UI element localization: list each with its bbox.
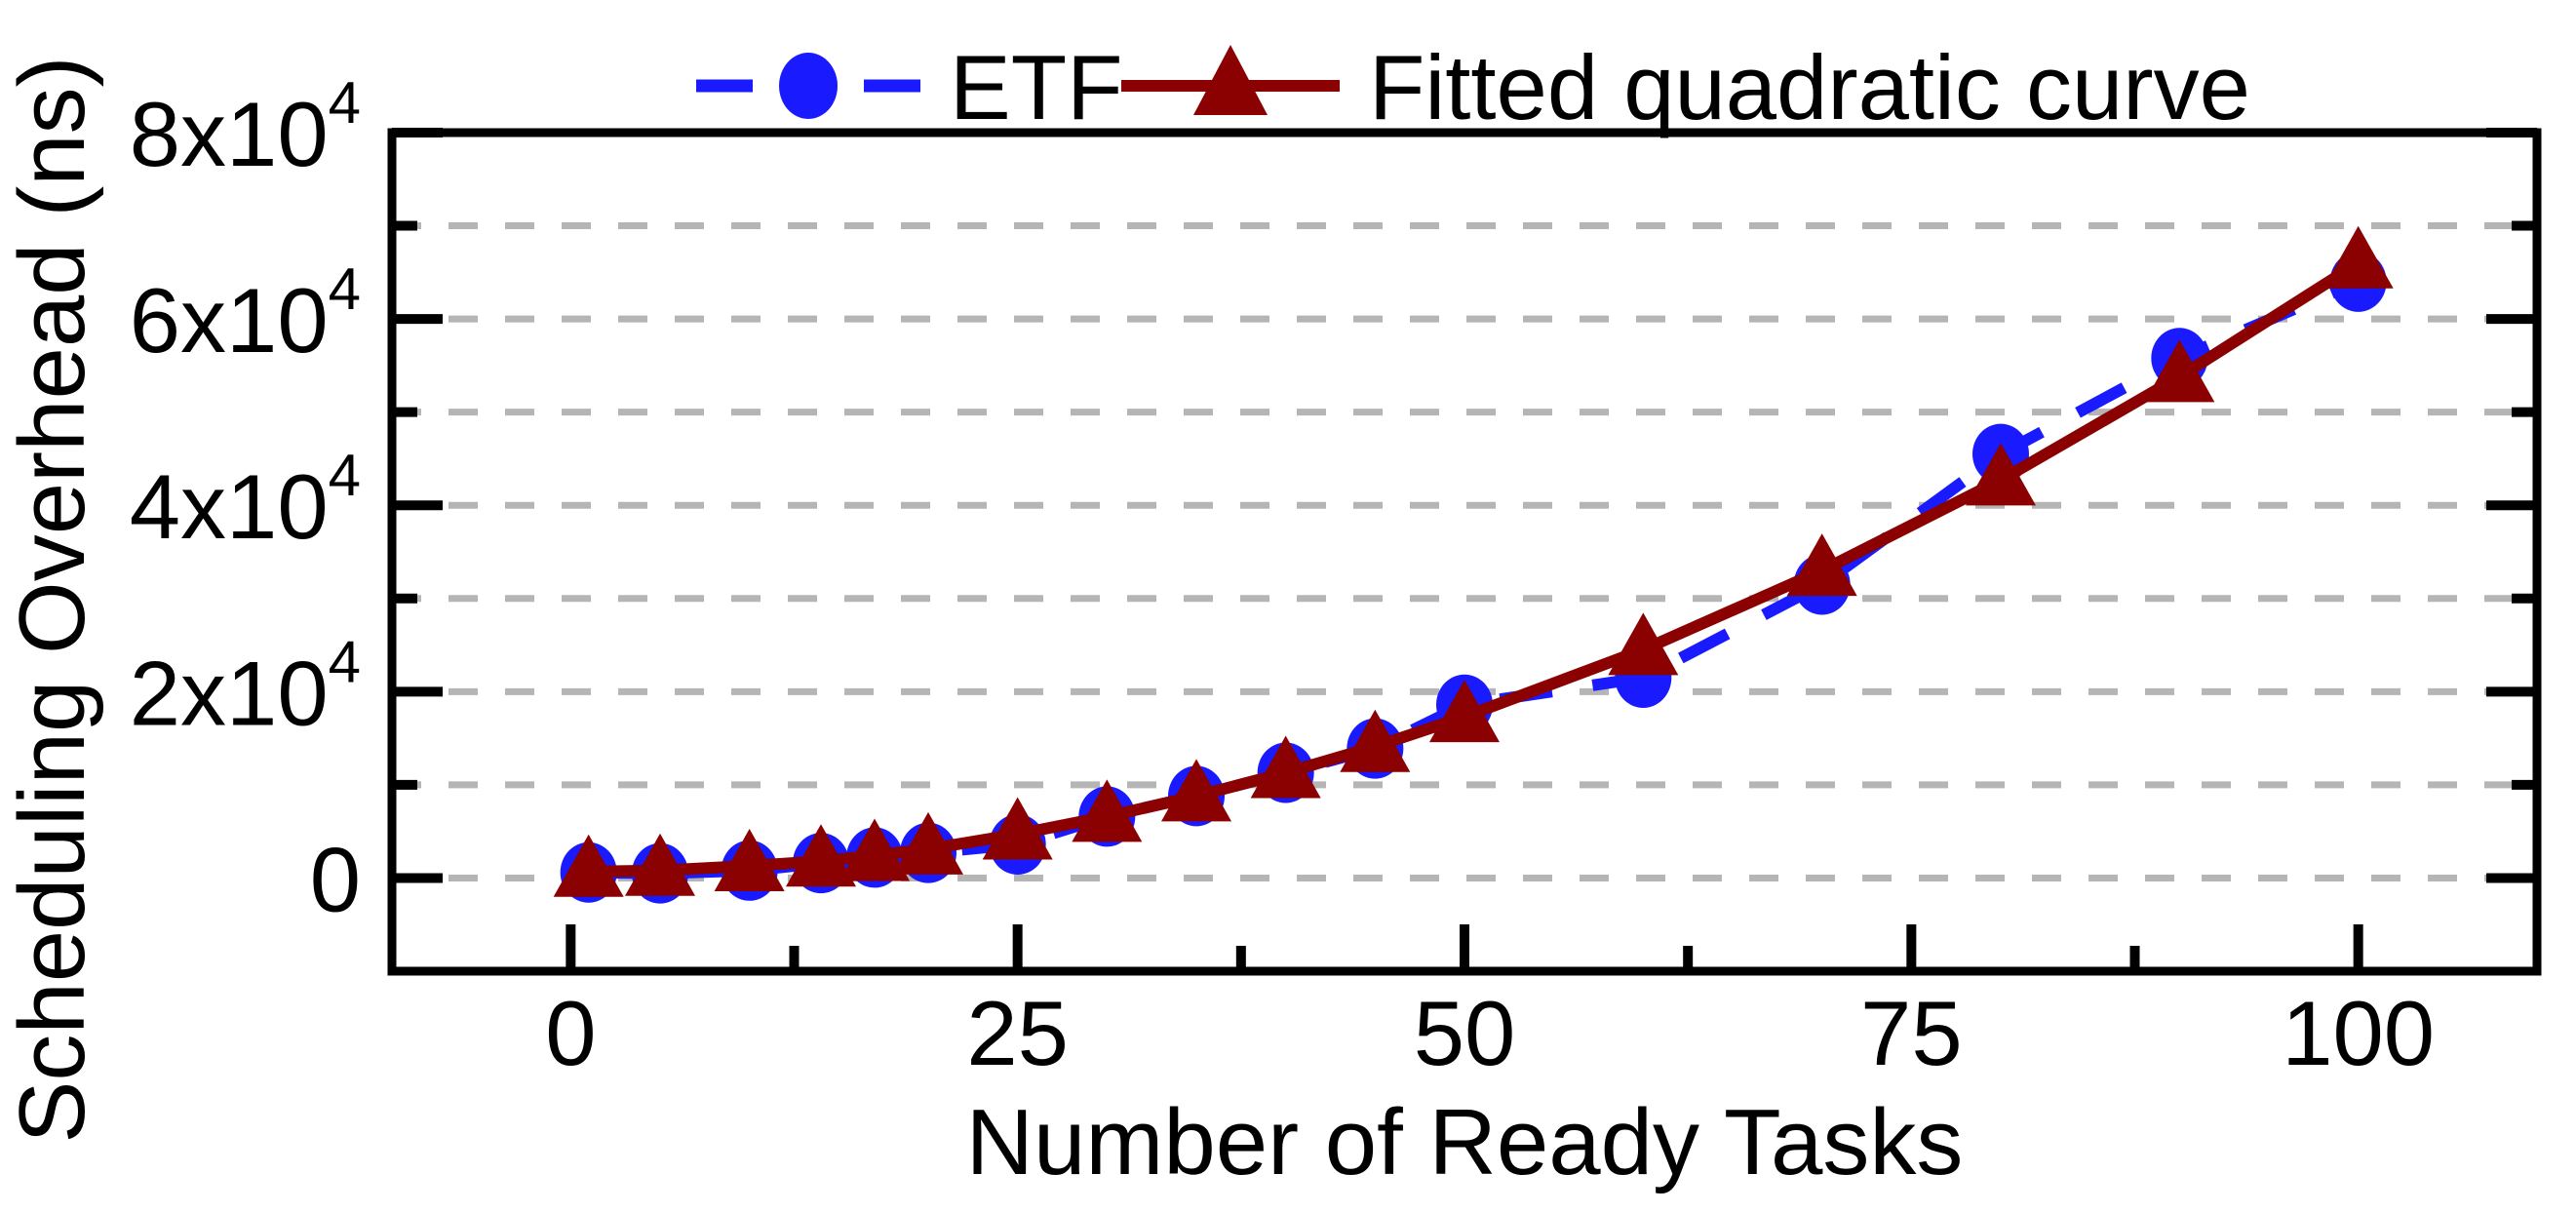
fitted-marker-triangle bbox=[1250, 735, 1321, 799]
x-tick-label: 0 bbox=[545, 982, 596, 1084]
fitted-marker-triangle bbox=[786, 824, 856, 887]
legend-label-fitted: Fitted quadratic curve bbox=[1369, 36, 2250, 138]
fitted-marker-triangle bbox=[982, 797, 1053, 860]
legend: ETF Fitted quadratic curve bbox=[696, 36, 2250, 138]
etf-legend-circle-icon bbox=[779, 53, 838, 119]
y-tick-label: 8x104 bbox=[130, 70, 361, 185]
fitted-marker-triangle bbox=[1072, 779, 1143, 842]
series-layer bbox=[553, 225, 2394, 904]
y-tick-label: 0 bbox=[310, 828, 361, 930]
x-tick-labels: 0 25 50 75 100 bbox=[545, 982, 2435, 1084]
legend-item-etf: ETF bbox=[696, 36, 1123, 138]
fitted-marker-triangle bbox=[893, 811, 963, 875]
fitted-marker-triangle bbox=[2144, 339, 2215, 403]
fitted-marker-triangle bbox=[839, 818, 910, 881]
x-axis-title: Number of Ready Tasks bbox=[966, 1090, 1964, 1194]
x-tick-label: 25 bbox=[966, 982, 1069, 1084]
gridlines bbox=[392, 222, 2537, 881]
legend-label-etf: ETF bbox=[950, 36, 1123, 138]
fitted-legend-triangle-icon bbox=[1193, 45, 1268, 115]
fitted-marker-triangle bbox=[1429, 680, 1500, 743]
fitted-line bbox=[588, 257, 2361, 878]
fitted-marker-triangle bbox=[2322, 225, 2394, 289]
y-tick-label: 6x104 bbox=[130, 256, 361, 372]
y-tick-labels: 0 2x104 4x104 6x104 8x104 bbox=[130, 70, 361, 930]
y-tick-label: 4x104 bbox=[130, 443, 361, 558]
fitted-marker-triangle bbox=[1161, 759, 1231, 822]
fitted-marker-triangle bbox=[1786, 533, 1857, 597]
axis-ticks bbox=[392, 128, 2537, 971]
legend-item-fitted: Fitted quadratic curve bbox=[1121, 36, 2250, 138]
fitted-marker-triangle bbox=[625, 833, 695, 896]
fitted-marker-triangle bbox=[553, 834, 624, 897]
y-axis-title: Scheduling Overhead (ns) bbox=[0, 56, 104, 1143]
plot-frame bbox=[387, 128, 2542, 976]
fitted-marker-triangle bbox=[714, 829, 785, 892]
fitted-marker-triangle bbox=[1608, 612, 1679, 676]
fitted-marker-triangle bbox=[1966, 443, 2036, 506]
x-tick-label: 50 bbox=[1414, 982, 1516, 1084]
x-tick-label: 75 bbox=[1860, 982, 1963, 1084]
x-tick-label: 100 bbox=[2282, 982, 2435, 1084]
plot-border bbox=[387, 128, 2542, 976]
y-tick-label: 2x104 bbox=[130, 629, 361, 744]
fitted-marker-triangle bbox=[1340, 709, 1411, 772]
